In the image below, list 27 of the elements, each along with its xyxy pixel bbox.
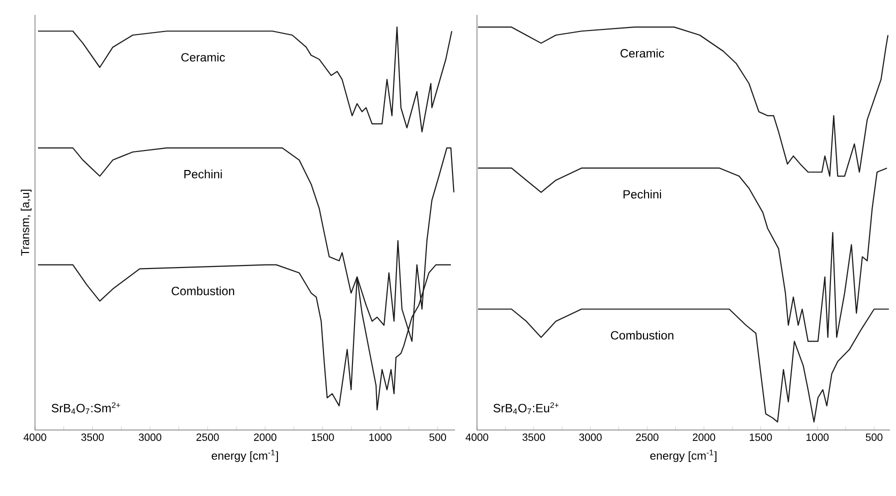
series-label: Combustion — [610, 330, 674, 340]
series-label: Ceramic — [181, 52, 225, 62]
series-label: Ceramic — [620, 48, 664, 58]
x-tick-label: 1500 — [312, 434, 334, 441]
y-axis-title: Transm, [a,u] — [20, 190, 32, 256]
series-label: Pechini — [624, 190, 661, 199]
x-tick-label: 2000 — [254, 434, 276, 441]
x-tick-label: 2500 — [196, 434, 219, 441]
x-tick-label: 1000 — [806, 434, 829, 441]
series-label: Pechini — [184, 170, 222, 178]
x-tick-label: 2500 — [636, 434, 658, 441]
x-tick-label: 3000 — [579, 434, 602, 441]
series-label: Combustion — [172, 286, 234, 296]
x-tick-label: 1000 — [369, 434, 392, 441]
x-tick-label: 3000 — [138, 434, 162, 441]
x-tick-label: 1500 — [750, 434, 772, 441]
x-tick-label: 3500 — [81, 434, 104, 441]
x-tick-label: 3500 — [522, 434, 545, 441]
annotation: SrB$_{4}$O$_{7}$:Sm$^{2+}$ — [52, 402, 120, 414]
x-axis-title: energy [cm$^{-1}$] — [650, 450, 716, 462]
x-tick-label: 500 — [429, 434, 446, 441]
annotation: SrB$_{4}$O$_{7}$:Eu$^{2+}$ — [493, 402, 559, 414]
x-axis-title: energy [cm$^{-1}$] — [212, 450, 278, 462]
x-tick-label: 500 — [866, 434, 882, 441]
x-tick-label: 2000 — [692, 434, 716, 441]
x-tick-label: 4000 — [466, 434, 488, 441]
x-tick-label: 4000 — [24, 434, 46, 441]
